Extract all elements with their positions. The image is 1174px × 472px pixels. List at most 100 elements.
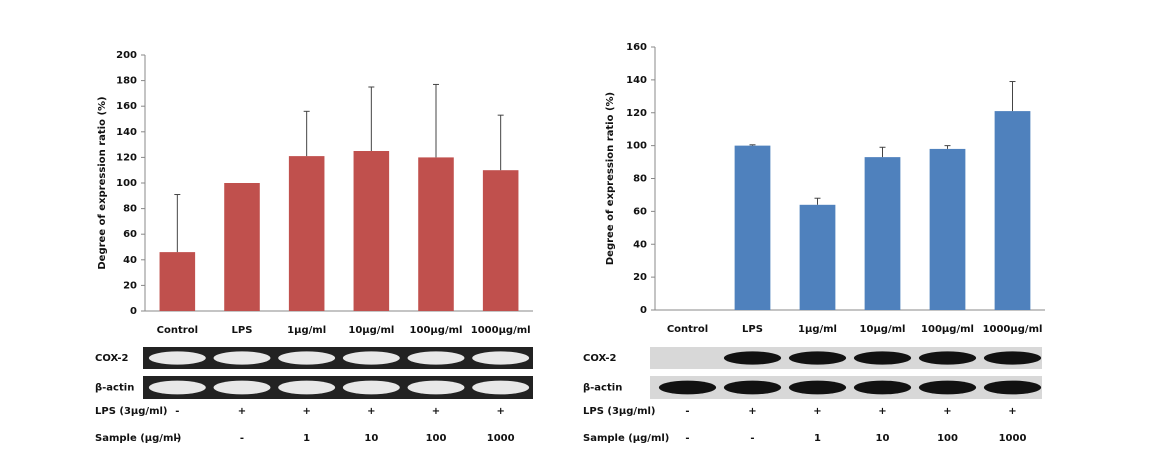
y-tick-label: 60 xyxy=(123,229,137,240)
gel-band xyxy=(983,351,1042,365)
gel-band xyxy=(407,380,465,395)
gel-band xyxy=(853,351,912,365)
bar xyxy=(482,170,519,311)
treatment-value: + xyxy=(238,406,246,417)
treatment-value: - xyxy=(175,406,179,417)
bar xyxy=(288,156,325,311)
y-tick-label: 20 xyxy=(633,272,647,283)
gel-label: β-actin xyxy=(95,383,134,394)
bar xyxy=(224,183,260,311)
y-tick-label: 0 xyxy=(130,306,137,317)
treatment-value: 1000 xyxy=(999,433,1027,444)
gel-band xyxy=(788,351,847,365)
x-tick-label: 100μg/ml xyxy=(921,324,974,335)
gel-band xyxy=(148,380,206,395)
treatment-value: 10 xyxy=(876,433,890,444)
treatment-value: + xyxy=(1008,406,1016,417)
gel-band xyxy=(278,351,336,365)
bar xyxy=(353,151,390,311)
gel-band xyxy=(407,351,465,365)
treatment-label: LPS (3μg/ml) xyxy=(583,406,656,417)
treatment-value: 1000 xyxy=(487,433,515,444)
treatment-label: LPS (3μg/ml) xyxy=(95,406,168,417)
y-tick-label: 40 xyxy=(633,239,647,250)
bar xyxy=(929,148,966,310)
treatment-value: - xyxy=(685,406,689,417)
bar xyxy=(418,157,454,311)
treatment-value: + xyxy=(943,406,951,417)
gel-band xyxy=(213,380,271,395)
gel-band xyxy=(788,380,847,395)
y-tick-label: 0 xyxy=(640,305,647,316)
x-tick-label: 1000μg/ml xyxy=(983,324,1043,335)
gel-band xyxy=(983,380,1042,395)
gel-label: COX-2 xyxy=(95,353,129,364)
gel-band xyxy=(658,380,717,395)
x-tick-label: 100μg/ml xyxy=(410,325,463,336)
treatment-label: Sample (μg/ml) xyxy=(95,433,181,444)
x-tick-label: LPS xyxy=(232,325,253,336)
gel-band xyxy=(853,380,912,395)
y-tick-label: 200 xyxy=(116,50,137,61)
x-tick-label: 1μg/ml xyxy=(798,324,837,335)
bar xyxy=(799,204,836,310)
y-tick-label: 100 xyxy=(116,178,137,189)
treatment-value: + xyxy=(496,406,504,417)
treatment-value: + xyxy=(813,406,821,417)
treatment-value: + xyxy=(748,406,756,417)
treatment-value: 1 xyxy=(303,433,310,444)
y-axis-label: Degree of expression ratio (%) xyxy=(605,92,616,265)
gel-label: β-actin xyxy=(583,383,622,394)
gel-band xyxy=(278,380,336,395)
treatment-value: + xyxy=(302,406,310,417)
x-tick-label: 1000μg/ml xyxy=(471,325,531,336)
treatment-value: + xyxy=(367,406,375,417)
y-tick-label: 20 xyxy=(123,280,137,291)
x-tick-label: LPS xyxy=(742,324,763,335)
gel-band xyxy=(148,351,206,365)
gel-band xyxy=(918,351,977,365)
gel-label: COX-2 xyxy=(583,353,617,364)
y-tick-label: 160 xyxy=(626,42,647,53)
bar xyxy=(159,252,196,311)
y-tick-label: 40 xyxy=(123,255,137,266)
y-tick-label: 100 xyxy=(626,141,647,152)
y-tick-label: 160 xyxy=(116,101,137,112)
treatment-value: - xyxy=(750,433,754,444)
treatment-value: 100 xyxy=(426,433,447,444)
y-tick-label: 60 xyxy=(633,206,647,217)
y-tick-label: 140 xyxy=(626,75,647,86)
treatment-value: 100 xyxy=(937,433,958,444)
treatment-value: 10 xyxy=(364,433,378,444)
gel-band xyxy=(472,380,530,395)
x-tick-label: Control xyxy=(667,324,708,335)
gel-band xyxy=(342,380,400,395)
gel-band xyxy=(213,351,271,365)
treatment-value: + xyxy=(432,406,440,417)
y-tick-label: 80 xyxy=(123,204,137,215)
gel-band xyxy=(723,380,782,395)
x-tick-label: 10μg/ml xyxy=(860,324,906,335)
gel-band xyxy=(342,351,400,365)
treatment-value: + xyxy=(878,406,886,417)
bar xyxy=(864,157,901,310)
y-tick-label: 120 xyxy=(626,108,647,119)
treatment-value: 1 xyxy=(814,433,821,444)
bar xyxy=(734,145,771,310)
gel-band xyxy=(472,351,530,365)
y-tick-label: 140 xyxy=(116,127,137,138)
treatment-label: Sample (μg/ml) xyxy=(583,433,669,444)
treatment-value: - xyxy=(175,433,179,444)
y-axis-label: Degree of expression ratio (%) xyxy=(97,96,108,269)
y-tick-label: 180 xyxy=(116,76,137,87)
gel-band xyxy=(723,351,782,365)
x-tick-label: 10μg/ml xyxy=(348,325,394,336)
x-tick-label: Control xyxy=(157,325,198,336)
bar xyxy=(994,111,1031,310)
treatment-value: - xyxy=(240,433,244,444)
y-tick-label: 80 xyxy=(633,174,647,185)
x-tick-label: 1μg/ml xyxy=(287,325,326,336)
y-tick-label: 120 xyxy=(116,152,137,163)
gel-band xyxy=(918,380,977,395)
